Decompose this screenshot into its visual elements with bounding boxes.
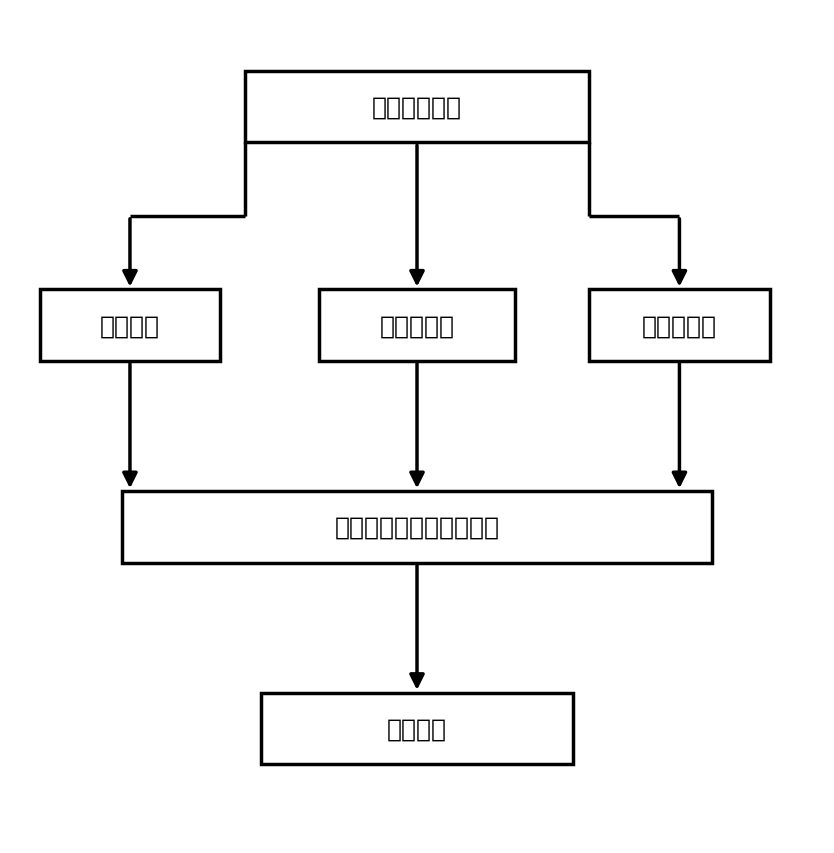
Bar — [40, 290, 220, 362]
Bar — [319, 290, 515, 362]
Text: 生物素标记: 生物素标记 — [642, 314, 717, 338]
Bar — [590, 290, 770, 362]
Bar — [261, 693, 573, 764]
Text: 固相磁珠: 固相磁珠 — [100, 314, 160, 338]
Text: 抗原抗体筛选: 抗原抗体筛选 — [372, 96, 462, 119]
Bar — [122, 491, 712, 563]
Text: 吖啶酯标记: 吖啶酯标记 — [379, 314, 455, 338]
Text: 试剂分装: 试剂分装 — [387, 717, 447, 740]
Bar — [244, 72, 590, 143]
Text: 生物素及吖啶酯浓度调配: 生物素及吖啶酯浓度调配 — [334, 515, 500, 539]
